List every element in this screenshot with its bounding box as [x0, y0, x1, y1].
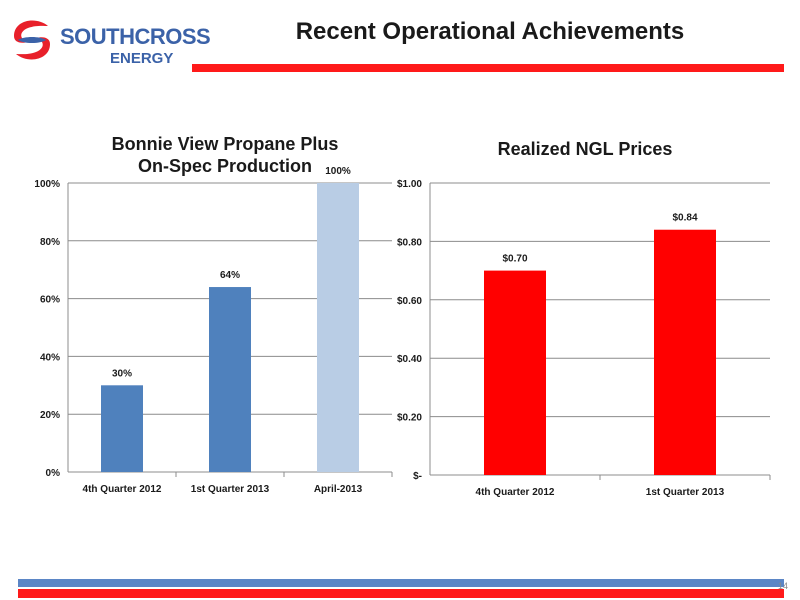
chart1-ytick-label: 100% [34, 179, 60, 190]
logo-word-southcross: SOUTHCROSS [60, 24, 211, 49]
chart2-ytick-label: $1.00 [397, 179, 422, 190]
chart2-ytick-label: $0.20 [397, 413, 422, 424]
chart1-ytick-label: 80% [40, 237, 60, 248]
chart1-ytick-label: 0% [46, 468, 61, 479]
chart2-ytick-label: $- [413, 471, 422, 482]
chart1-ytick-label: 20% [40, 410, 60, 421]
chart1-category-label: 1st Quarter 2013 [191, 484, 270, 495]
chart1-category-label: April-2013 [314, 484, 363, 495]
chart1-data-label: 64% [220, 270, 240, 281]
chart1-bar [317, 183, 359, 472]
page-title: Recent Operational Achievements [295, 18, 685, 45]
southcross-logo: SOUTHCROSS ENERGY [8, 10, 211, 72]
footer-blue-bar [18, 579, 784, 587]
chart1-data-label: 100% [325, 166, 351, 177]
chart2-bar [484, 270, 546, 475]
chart2-ytick-label: $0.40 [397, 354, 422, 365]
chart1-title: Bonnie View Propane Plus On-Spec Product… [80, 133, 370, 177]
chart2-title: Realized NGL Prices [497, 139, 673, 159]
chart2-category-label: 1st Quarter 2013 [646, 487, 725, 498]
logo-word-energy: ENERGY [110, 50, 174, 67]
chart1-title-line2: On-Spec Production [137, 156, 312, 176]
chart1-ytick-label: 60% [40, 295, 60, 306]
chart1-ytick-label: 40% [40, 352, 60, 363]
chart2-ytick-label: $0.60 [397, 296, 422, 307]
chart2-bar [654, 229, 716, 475]
chart2-category-label: 4th Quarter 2012 [476, 487, 555, 498]
chart1-category-label: 4th Quarter 2012 [83, 484, 162, 495]
footer-red-bar [18, 589, 784, 598]
chart2-data-label: $0.84 [672, 213, 697, 224]
chart2-data-label: $0.70 [502, 254, 527, 265]
title-underline-bar [192, 64, 784, 72]
page-number: 14 [778, 581, 789, 591]
chart1-bar [209, 287, 251, 472]
chart1-bar [101, 385, 143, 472]
chart2-ytick-label: $0.80 [397, 237, 422, 248]
chart1-title-line1: Bonnie View Propane Plus [111, 134, 339, 154]
chart1-data-label: 30% [112, 368, 132, 379]
logo-swirl-icon [14, 20, 50, 60]
